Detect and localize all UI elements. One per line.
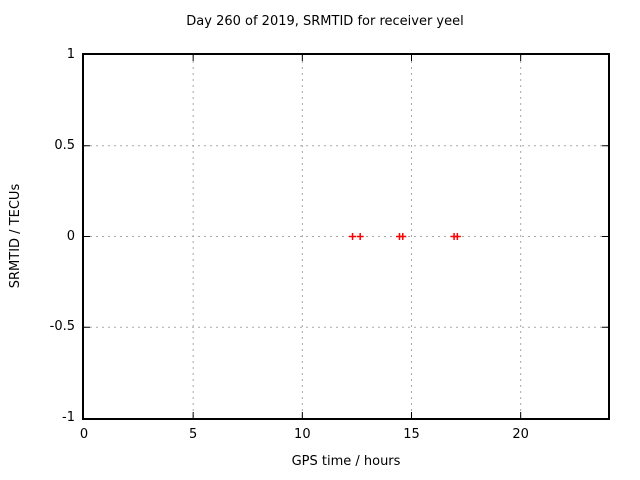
data-point bbox=[349, 233, 357, 240]
data-point bbox=[356, 233, 364, 240]
x-axis-label: GPS time / hours bbox=[291, 454, 401, 469]
x-tick-label: 15 bbox=[403, 427, 420, 442]
y-tick-label: 0.5 bbox=[54, 137, 75, 153]
plot-area bbox=[82, 53, 610, 420]
x-tick-label: 10 bbox=[294, 427, 311, 442]
data-point bbox=[453, 233, 461, 240]
x-tick-label: 5 bbox=[189, 427, 198, 442]
y-tick-label: -0.5 bbox=[49, 319, 75, 335]
data-point bbox=[399, 233, 407, 240]
x-tick-label: 20 bbox=[512, 427, 529, 442]
chart-title: Day 260 of 2019, SRMTID for receiver yee… bbox=[186, 14, 464, 29]
y-tick-label: 0 bbox=[66, 228, 75, 244]
y-tick-label: -1 bbox=[62, 410, 75, 425]
x-tick-label: 0 bbox=[79, 427, 89, 442]
plot-svg bbox=[84, 55, 608, 418]
y-tick-label: 1 bbox=[66, 47, 75, 62]
